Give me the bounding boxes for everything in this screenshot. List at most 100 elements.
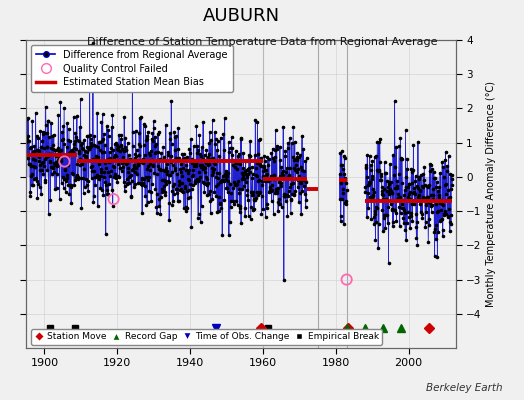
Point <box>79 146 87 152</box>
Point <box>59 174 67 180</box>
Point <box>280 276 288 283</box>
Point <box>152 204 160 210</box>
Point <box>58 137 67 144</box>
Point <box>181 185 189 191</box>
Point <box>234 178 243 184</box>
Point <box>140 183 149 190</box>
Point <box>408 180 416 186</box>
Point <box>43 144 52 150</box>
Point <box>75 156 84 162</box>
Point <box>91 156 99 162</box>
Point <box>290 165 299 171</box>
Point <box>127 156 135 163</box>
Point <box>56 99 64 105</box>
Point <box>136 180 144 186</box>
Point <box>261 214 270 220</box>
Point <box>404 208 412 215</box>
Point <box>22 139 30 145</box>
Point <box>410 200 419 207</box>
Point <box>38 166 46 173</box>
Point <box>61 189 70 195</box>
Point <box>444 212 453 219</box>
Point <box>184 187 193 194</box>
Point <box>50 162 59 168</box>
Point <box>260 152 269 159</box>
Point <box>400 220 408 226</box>
Point <box>433 179 441 186</box>
Point <box>119 164 127 170</box>
Point <box>222 176 231 182</box>
Point <box>254 150 262 157</box>
Point <box>92 174 100 180</box>
Point <box>128 129 137 135</box>
Point <box>38 138 47 144</box>
Point <box>122 161 130 168</box>
Point <box>383 178 391 184</box>
Point <box>247 189 256 196</box>
Point <box>214 181 223 187</box>
Point <box>364 182 372 188</box>
Point <box>233 180 241 187</box>
Point <box>367 162 375 168</box>
Point <box>194 211 203 217</box>
Point <box>86 142 95 149</box>
Point <box>341 177 350 183</box>
Point <box>235 190 244 196</box>
Point <box>32 151 40 158</box>
Point <box>269 155 277 161</box>
Point <box>121 143 129 150</box>
Point <box>121 183 129 190</box>
Point <box>36 162 45 168</box>
Point <box>79 190 88 196</box>
Point <box>164 178 172 184</box>
Point <box>111 141 119 147</box>
Point <box>116 165 124 171</box>
Point <box>281 192 290 198</box>
Point <box>394 191 402 197</box>
Point <box>229 185 237 191</box>
Point <box>202 147 211 153</box>
Point <box>428 202 436 209</box>
Point <box>150 170 158 176</box>
Point <box>287 180 296 187</box>
Point <box>67 184 75 190</box>
Point <box>436 170 444 176</box>
Point <box>340 221 348 227</box>
Point <box>42 144 51 150</box>
Point <box>162 165 170 171</box>
Point <box>293 156 301 163</box>
Point <box>169 198 178 204</box>
Point <box>381 225 389 232</box>
Point <box>412 182 421 189</box>
Point <box>90 193 98 200</box>
Point <box>340 153 348 159</box>
Point <box>261 167 270 174</box>
Point <box>265 176 273 183</box>
Point <box>282 165 291 172</box>
Point <box>368 158 377 164</box>
Point <box>416 187 424 194</box>
Point <box>340 171 348 178</box>
Point <box>340 155 348 161</box>
Point <box>196 174 204 181</box>
Point <box>114 161 123 167</box>
Point <box>367 216 375 222</box>
Point <box>25 160 34 167</box>
Point <box>256 162 265 168</box>
Point <box>45 134 53 140</box>
Point <box>216 134 225 141</box>
Point <box>149 118 158 125</box>
Point <box>407 166 416 172</box>
Point <box>228 145 236 151</box>
Point <box>106 155 114 161</box>
Point <box>141 122 150 129</box>
Point <box>84 178 93 184</box>
Point <box>395 170 403 177</box>
Point <box>249 207 258 213</box>
Point <box>389 223 397 229</box>
Point <box>434 188 442 194</box>
Point <box>424 239 432 246</box>
Point <box>388 207 396 213</box>
Point <box>239 171 248 177</box>
Point <box>186 150 194 156</box>
